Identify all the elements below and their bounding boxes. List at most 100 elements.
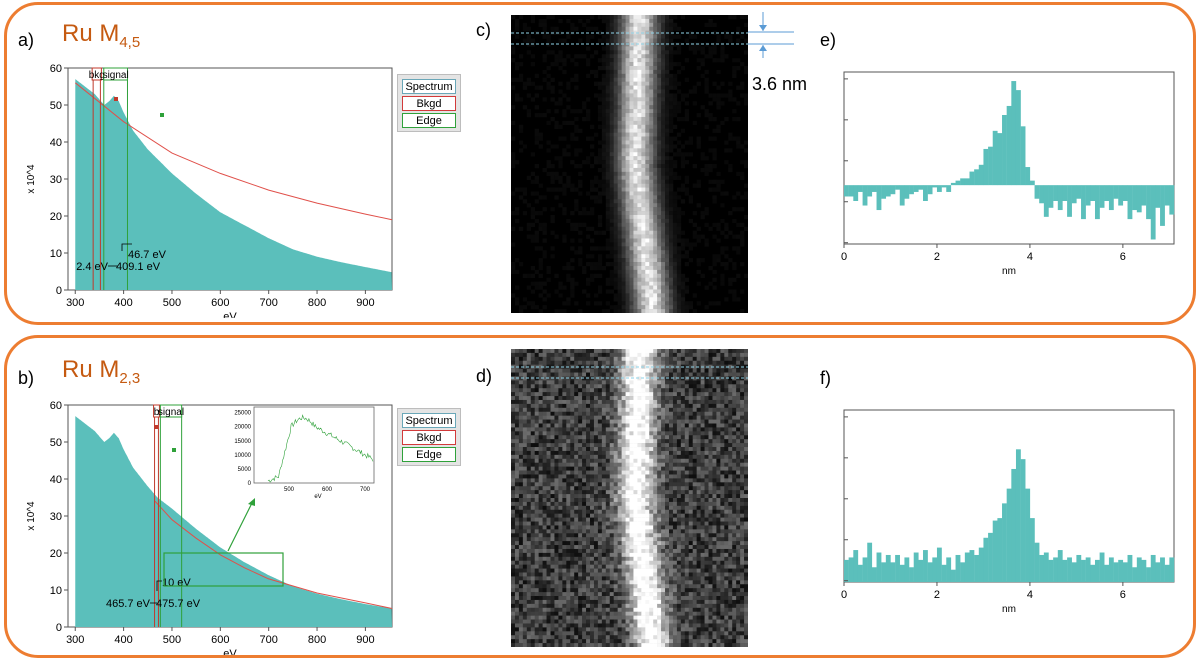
x-tick-label: 2: [934, 589, 940, 601]
signal-window-label: signal: [158, 407, 184, 418]
signal-marker: [172, 448, 176, 452]
profile-bar: [871, 567, 877, 582]
profile-bar: [848, 557, 854, 582]
panel-letter-d: d): [476, 366, 493, 386]
image-pixels: [511, 349, 748, 647]
legend-edge-b[interactable]: Edge: [402, 447, 456, 462]
profile-bar: [964, 552, 970, 582]
profile-bar: [1118, 185, 1124, 206]
profile-bar: [1118, 559, 1124, 582]
y-tick-label: 20: [50, 211, 62, 223]
x-tick-label: 0: [841, 589, 847, 601]
profile-bar: [1048, 559, 1054, 582]
x-tick-label: 4: [1027, 251, 1033, 263]
inset-y-tick-label: 25000: [234, 411, 251, 417]
y-tick-label: 60: [50, 400, 62, 412]
panel-letter-e: e): [820, 30, 837, 50]
legend-edge-a[interactable]: Edge: [402, 113, 456, 128]
profile-bar: [1053, 557, 1058, 582]
x-tick-label: 900: [356, 634, 374, 646]
profile-bar: [867, 185, 873, 197]
profile-bar: [881, 185, 887, 199]
profile-bar: [1085, 185, 1091, 206]
panel-letter-a: a): [18, 30, 35, 50]
profile-bar: [918, 559, 924, 582]
profile-bar: [1127, 554, 1133, 582]
x-axis-label: nm: [1002, 266, 1016, 277]
profile-bar: [1122, 562, 1128, 582]
x-tick-label: 700: [260, 297, 278, 309]
profile-bar: [983, 148, 989, 186]
element-title-b-sub: 2,3: [119, 369, 141, 387]
profile-bar: [988, 146, 993, 186]
profile-bar: [950, 182, 956, 186]
profile-bar: [1048, 185, 1054, 208]
profile-bar: [1104, 564, 1110, 582]
x-axis-label: nm: [1002, 604, 1016, 615]
inset-signal-line: [267, 414, 374, 483]
profile-bar: [1164, 185, 1170, 206]
profile-bar: [1094, 185, 1100, 220]
annotation-bracket: [156, 580, 162, 591]
profile-bar: [1090, 564, 1096, 582]
signal-window-label: signal: [103, 70, 129, 81]
profile-bar: [1057, 185, 1063, 211]
profile-bar: [1164, 564, 1170, 582]
annotation-bracket: [121, 243, 132, 251]
profile-bar: [1122, 185, 1128, 201]
inset-x-axis-label: eV: [314, 494, 321, 500]
legend-bkgd-a[interactable]: Bkgd: [402, 96, 456, 111]
profile-bar: [1146, 567, 1151, 582]
profile-bar: [1029, 180, 1035, 186]
y-tick-label: 40: [50, 474, 62, 486]
profile-bar: [978, 547, 984, 582]
profile-bar: [1039, 185, 1045, 204]
profile-bar: [1043, 552, 1049, 582]
profile-bar: [1067, 557, 1072, 582]
profile-bar: [848, 185, 854, 197]
profile-bar: [1113, 185, 1119, 199]
profile-bar: [844, 559, 849, 582]
energy-annotation: 465.7 eV: [106, 598, 151, 610]
profile-bar: [867, 542, 873, 582]
legend-spectrum-a[interactable]: Spectrum: [402, 79, 456, 94]
profile-bar: [1025, 488, 1031, 582]
profile-bar: [899, 564, 905, 582]
profile-bar: [1057, 550, 1063, 582]
profile-bar: [1043, 185, 1049, 217]
profile-bar: [955, 180, 961, 186]
profile-bar: [1155, 562, 1161, 582]
x-tick-label: 400: [114, 297, 132, 309]
signal-label-box: [103, 67, 128, 81]
profile-bar: [1015, 90, 1021, 186]
energy-annotation: 409.1 eV: [116, 261, 161, 273]
profile-bar: [890, 562, 896, 582]
profile-bar: [904, 185, 910, 199]
x-tick-label: 300: [66, 297, 84, 309]
profile-bar: [1011, 81, 1017, 186]
legend-spectrum-b[interactable]: Spectrum: [402, 413, 456, 428]
y-axis-label: x 10^4: [26, 164, 37, 194]
profile-bar: [1020, 459, 1026, 582]
x-tick-label: 6: [1120, 251, 1126, 263]
profile-bar: [950, 569, 956, 582]
profile-bar: [1062, 559, 1068, 582]
profile-bar: [857, 185, 863, 192]
profile-bar: [997, 518, 1003, 582]
zoom-arrow: [227, 502, 253, 552]
profile-bar: [1094, 559, 1100, 582]
profile-bar: [1085, 557, 1091, 582]
bkg-marker: [114, 97, 118, 101]
y-tick-label: 50: [50, 437, 62, 449]
energy-annotation: 10 eV: [162, 577, 191, 589]
x-tick-label: 4: [1027, 589, 1033, 601]
legend-bkgd-b[interactable]: Bkgd: [402, 430, 456, 445]
energy-annotation: 2.4 eV: [76, 261, 108, 273]
profile-bar: [890, 185, 896, 195]
profile-bar: [1076, 554, 1082, 582]
x-tick-label: 500: [163, 297, 181, 309]
inset-y-tick-label: 20000: [234, 425, 251, 431]
profile-bar: [974, 169, 979, 186]
profile-bar: [844, 185, 849, 197]
inset-y-tick-label: 5000: [238, 467, 252, 473]
